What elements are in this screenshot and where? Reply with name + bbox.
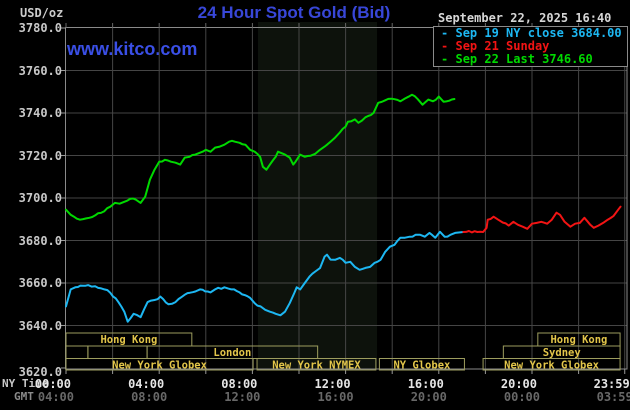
ny-time-tick-label: 08:00	[221, 377, 258, 391]
price-line-sep21	[462, 205, 622, 234]
legend-dash-sep22: -	[441, 52, 449, 66]
session-label: NY Globex	[393, 360, 451, 372]
gmt-tick-label: 00:00	[503, 390, 540, 404]
y-axis-tick-label: 3660.0	[18, 276, 62, 290]
gmt-tick-label: 08:00	[131, 390, 168, 404]
ny-time-tick-label: 23:59	[593, 377, 630, 391]
page-title: 24 Hour Spot Gold (Bid)	[197, 3, 391, 22]
nymex-session-band	[257, 22, 378, 369]
legend-item-sep21: - Sep 21 Sunday	[434, 40, 627, 53]
gmt-tick-label: 20:00	[410, 390, 447, 404]
session-label: Hong Kong	[100, 334, 157, 346]
y-axis-tick-label: 3780.0	[18, 21, 62, 35]
chart-timestamp: September 22, 2025 16:40	[438, 11, 612, 25]
y-axis-tick-label: 3620.0	[18, 365, 62, 379]
gmt-tick-label: 12:00	[224, 390, 261, 404]
session-label: Hong Kong	[550, 334, 607, 346]
price-line-sep22	[65, 93, 456, 221]
session-box	[65, 345, 89, 359]
gmt-tick-label: 16:00	[317, 390, 354, 404]
ny-time-tick-label: 20:00	[500, 377, 537, 391]
legend-box: - Sep 19 NY close 3684.00 - Sep 21 Sunda…	[433, 26, 628, 67]
ny-time-tick-label: 00:00	[34, 377, 71, 391]
legend-item-sep19: - Sep 19 NY close 3684.00	[434, 27, 627, 40]
y-axis-tick-label: 3720.0	[18, 148, 62, 163]
session-label: New York NYMEX	[272, 360, 361, 372]
session-box	[87, 345, 148, 359]
session-label: New York Globex	[504, 360, 600, 372]
legend-text-sep22: Sep 22 Last 3746.60	[455, 52, 593, 66]
gmt-tick-label: 03:59	[596, 390, 630, 404]
legend-dash-sep19: -	[441, 26, 449, 40]
legend-dash-sep21: -	[441, 39, 449, 53]
legend-item-sep22: - Sep 22 Last 3746.60	[434, 53, 627, 66]
legend-text-sep21: Sep 21 Sunday	[455, 39, 550, 53]
session-box	[482, 358, 621, 371]
y-axis-tick-label: 3700.0	[18, 191, 62, 205]
y-axis-unit-label: USD/oz	[20, 6, 64, 20]
session-box	[256, 358, 377, 371]
y-axis-tick-label: 3640.0	[18, 318, 62, 333]
ny-time-axis-label: NY Time	[2, 377, 49, 390]
legend-text-sep19: Sep 19 NY close 3684.00	[455, 26, 622, 40]
y-axis-tick-label: 3680.0	[18, 233, 62, 248]
session-label: London	[213, 347, 251, 359]
gmt-tick-label: 04:00	[37, 390, 74, 404]
y-axis-tick-label: 3740.0	[18, 106, 62, 120]
ny-time-tick-label: 12:00	[314, 377, 351, 391]
session-label: New York Globex	[112, 360, 208, 372]
gmt-axis-label: GMT	[14, 390, 34, 403]
price-line-sep19	[65, 230, 465, 323]
session-label: Sydney	[543, 347, 582, 359]
y-axis-tick-label: 3760.0	[18, 63, 62, 78]
session-box	[378, 358, 465, 371]
kitco-watermark-link[interactable]: www.kitco.com	[67, 39, 198, 59]
ny-time-tick-label: 16:00	[407, 377, 444, 391]
ny-time-tick-label: 04:00	[128, 377, 165, 391]
session-box	[65, 358, 254, 371]
